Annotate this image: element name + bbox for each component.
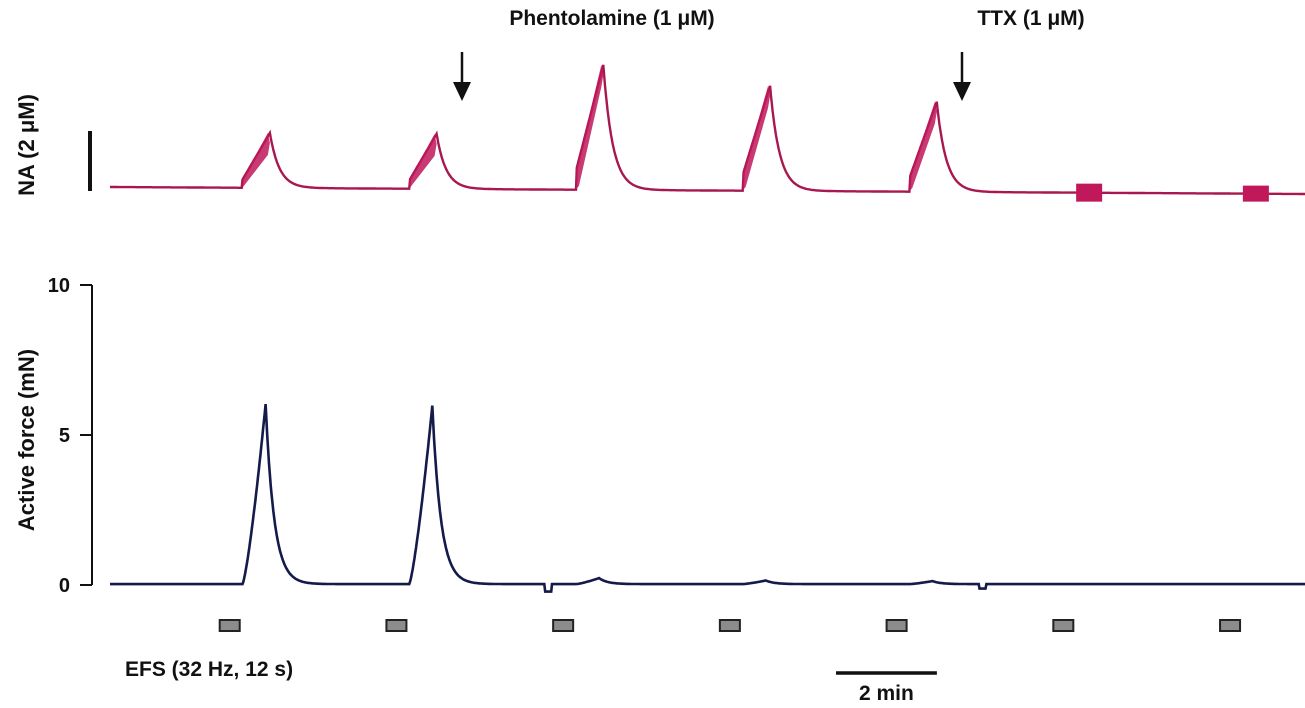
na-response-3 — [575, 64, 604, 190]
na-panel: NA (2 μM) Phentolamine (1 μM) TTX (1 μM) — [14, 7, 1305, 202]
na-block-2 — [1242, 185, 1269, 202]
na-response-2 — [409, 133, 437, 189]
efs-label: EFS (32 Hz, 12 s) — [125, 658, 293, 681]
time-scale-label: 2 min — [859, 682, 914, 705]
efs-marker-2 — [385, 619, 408, 632]
efs-marker-6 — [1052, 619, 1075, 632]
na-response-4 — [742, 85, 771, 191]
na-ylabel: NA (2 μM) — [14, 94, 39, 196]
efs-marker-3 — [552, 619, 575, 632]
force-tick-label-0: 0 — [59, 575, 70, 597]
na-block-1 — [1076, 183, 1103, 202]
force-tick-label-10: 10 — [48, 275, 70, 297]
force-tick-label-5: 5 — [59, 425, 70, 447]
na-response-fills — [242, 64, 1269, 202]
phentolamine-annotation: Phentolamine (1 μM) — [509, 7, 714, 30]
efs-marker-4 — [718, 619, 741, 632]
ttx-arrow-icon — [953, 52, 971, 101]
efs-marker-1 — [218, 619, 241, 632]
efs-marker-7 — [1219, 619, 1242, 632]
efs-marker-5 — [885, 619, 908, 632]
efs-stimulus-markers — [218, 619, 1242, 632]
force-trace — [110, 403, 1305, 593]
na-response-1 — [242, 132, 270, 188]
phentolamine-arrow-icon — [453, 52, 471, 101]
force-y-ticks: 0 5 10 — [48, 275, 92, 597]
na-response-5 — [909, 101, 937, 192]
ttx-annotation: TTX (1 μM) — [977, 7, 1084, 30]
na-trace — [110, 64, 1305, 196]
force-panel: 0 5 10 Active force (mN) EFS (32 Hz, 12 s)… — [14, 275, 1305, 705]
force-ylabel: Active force (mN) — [14, 349, 39, 531]
